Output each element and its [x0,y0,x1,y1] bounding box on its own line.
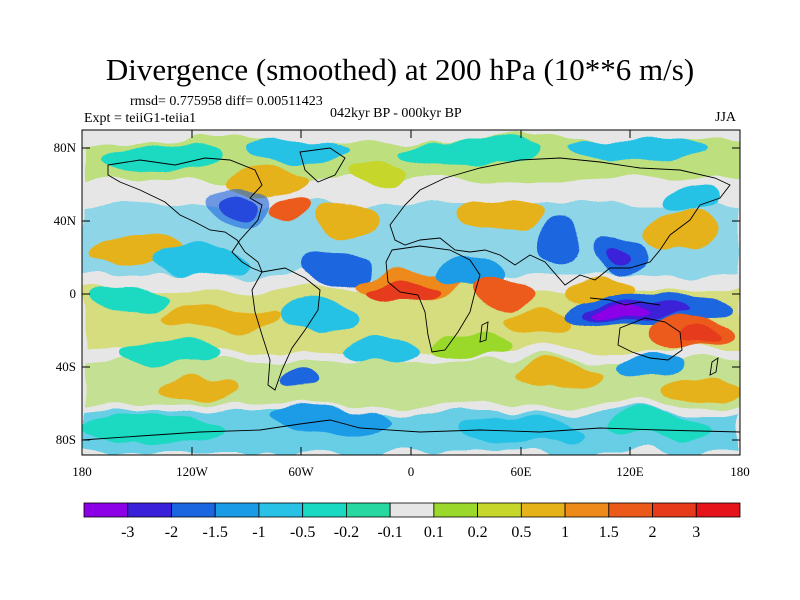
colorbar-label: -0.1 [377,524,402,541]
colorbar-swatch [214,502,260,518]
lat-label: 40S [56,359,76,374]
period-label: 042kyr BP - 000kyr BP [330,106,462,121]
colorbar-swatch [608,502,653,518]
lon-label: 180 [730,464,750,479]
lat-label: 80S [56,432,76,447]
colorbar-swatch [433,502,479,518]
lon-label: 120E [616,464,644,479]
colorbar-label: -0.2 [334,524,359,541]
colorbar-swatch [564,502,610,518]
lon-label: 0 [408,464,415,479]
lon-label: 180 [72,464,92,479]
coastlines [82,147,740,441]
colorbar-swatch [652,502,697,518]
colorbar-label: -1 [252,524,265,541]
lon-label: 60W [288,464,314,479]
colorbar-label: -2 [165,524,178,541]
lat-label: 80N [54,140,77,155]
colorbar-swatch [171,502,216,518]
experiment-label: Expt = teiiG1-teiia1 [84,111,197,126]
stats-line: rmsd= 0.775958 diff= 0.00511423 [130,94,323,109]
colorbar-label: 0.1 [424,524,444,541]
season-label: JJA [715,110,737,125]
colorbar-swatch [258,502,304,518]
lat-label: 0 [70,286,77,301]
colorbar-swatch [477,502,522,518]
colorbar-label: 0.5 [511,524,531,541]
colorbar-label: 0.2 [468,524,488,541]
colorbar: -3 -2 -1.5 -1 -0.5 -0.2 -0.1 0.1 0.2 0.5 1 1.5 2 3 [83,502,741,541]
colorbar-label: -3 [121,524,134,541]
colorbar-swatch [389,502,435,518]
lon-label: 120W [176,464,209,479]
colorbar-label: -0.5 [290,524,315,541]
plot-title: Divergence (smoothed) at 200 hPa (10**6 … [105,52,695,87]
colorbar-label: 3 [692,524,700,541]
colorbar-swatch [83,502,129,518]
lat-label: 40N [54,213,77,228]
colorbar-label: 1.5 [599,524,619,541]
colorbar-swatch [695,502,741,518]
colorbar-swatch [345,502,391,518]
lon-label: 60E [511,464,532,479]
colorbar-swatch [127,502,172,518]
colorbar-label: 2 [649,524,657,541]
axis-ticks [81,130,741,455]
colorbar-swatch [520,502,566,518]
colorbar-swatch [302,502,347,518]
field-layer [82,130,740,455]
colorbar-label: 1 [561,524,569,541]
colorbar-label: -1.5 [203,524,228,541]
